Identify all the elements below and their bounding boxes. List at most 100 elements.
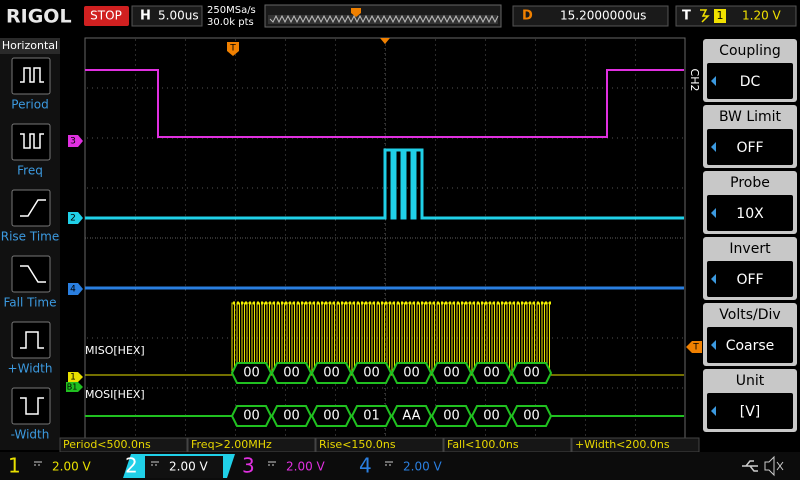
menu-button[interactable] [11, 189, 51, 227]
markers: 3 2 4 1 B1 T T [66, 38, 702, 392]
channel-number[interactable]: 4 [359, 454, 372, 478]
softkey-value-box [707, 261, 793, 297]
mosi-byte: 00 [523, 409, 540, 424]
overview-wave [269, 14, 499, 24]
mosi-byte: 00 [483, 409, 500, 424]
softkey-arrow [711, 142, 716, 152]
menu-button[interactable] [11, 387, 51, 425]
softkey-value-box [707, 129, 793, 165]
mosi-byte: AA [402, 409, 420, 424]
ch2-marker [68, 212, 83, 224]
measurement: Freq>2.00MHz [191, 438, 272, 451]
menu-icon [20, 67, 44, 83]
menu-button[interactable] [11, 123, 51, 161]
left-menu: Horizontal Period Freq Rise Time Fall Time +… [0, 38, 60, 450]
menu-button[interactable] [11, 255, 51, 293]
memory-depth: 30.0k pts [207, 17, 254, 28]
trigger-position-marker [227, 42, 239, 56]
usb-icon [742, 460, 758, 472]
delay-box[interactable] [512, 5, 669, 27]
bus-marker-label: B1 [67, 383, 78, 392]
overview-trigger [351, 8, 361, 17]
miso-byte: 00 [363, 366, 380, 381]
channel-number[interactable]: 1 [8, 454, 21, 478]
coupling-icon [151, 461, 159, 466]
trigger-label: T [682, 9, 691, 24]
menu-icon [20, 133, 44, 149]
softkey-value-box [707, 195, 793, 231]
mosi-byte: 01 [363, 409, 380, 424]
channel-scale: 2.00 V [403, 460, 443, 474]
miso-label: MISO[HEX] [85, 344, 145, 357]
channel-number[interactable]: 3 [242, 454, 255, 478]
measurement: +Width<200.0ns [575, 438, 670, 451]
mosi-byte: 00 [323, 409, 340, 424]
mosi-label: MOSI[HEX] [85, 388, 145, 401]
coupling-icon [385, 461, 393, 466]
miso-byte: 00 [483, 366, 500, 381]
miso-byte: 00 [403, 366, 420, 381]
trigger-source-box [714, 9, 726, 23]
softkey-value-box [707, 393, 793, 429]
softkey-value-box [707, 327, 793, 363]
delay-label: D [522, 9, 533, 24]
top-bar: RIGOL STOP H 5.00us 250MSa/s 30.0k pts D… [6, 4, 797, 28]
menu-item-label: -Width [11, 428, 50, 442]
mosi-byte: 00 [443, 409, 460, 424]
menu-item-label: Fall Time [3, 296, 56, 310]
trigger-level-marker [686, 341, 702, 353]
channel-number[interactable]: 2 [125, 454, 138, 478]
menu-icon [20, 265, 46, 283]
softkey-arrow [711, 208, 716, 218]
delay: 15.2000000us [560, 9, 646, 23]
timebase-label: H [140, 9, 151, 24]
softkey-label: Probe [730, 175, 770, 191]
menu-icon [20, 331, 44, 349]
waveforms: MISO[HEX] MOSI[HEX] [85, 69, 684, 417]
ch1-marker [68, 372, 83, 382]
softkey-value-box [707, 63, 793, 99]
coupling-icon [268, 461, 276, 466]
mosi-byte: 00 [243, 409, 260, 424]
softkey-arrow [711, 340, 716, 350]
ch4-marker [68, 283, 83, 295]
mosi-frame [510, 405, 553, 427]
run-button[interactable] [84, 6, 129, 26]
run-state: STOP [90, 9, 122, 23]
menu-item-label: Rise Time [1, 230, 60, 244]
speaker-icon[interactable] [764, 455, 784, 477]
channel-scale-box [379, 456, 457, 478]
decode-rows: 00 00 00 00 00 00 00 00 00 00 00 01 AA 00 00 00 [230, 362, 553, 427]
softkey-value: 10X [736, 206, 764, 222]
menu-channel: CH2 [688, 69, 701, 92]
mosi-byte: 00 [283, 409, 300, 424]
left-menu-bg [0, 38, 60, 450]
softkey-value: Coarse [726, 338, 775, 354]
grid-center [85, 38, 685, 438]
ch1-marker-label: 1 [70, 373, 76, 383]
miso-frame [510, 362, 553, 384]
menu-icon [20, 199, 46, 217]
overview-window [268, 15, 498, 24]
channel-scale: 2.00 V [52, 460, 92, 474]
softkey-label: Unit [736, 373, 765, 389]
left-menu-title: Horizontal [2, 39, 58, 52]
softkey-value: [V] [740, 404, 761, 420]
softkey-label: Volts/Div [719, 307, 780, 323]
menu-icon [20, 397, 44, 415]
softkey-label: Coupling [719, 43, 781, 59]
menu-button[interactable] [11, 57, 51, 95]
softkey-label: Invert [729, 241, 771, 257]
miso-byte: 00 [243, 366, 260, 381]
ch4-marker-label: 4 [70, 285, 76, 295]
left-menu-header [0, 38, 60, 54]
timebase-box[interactable] [131, 5, 203, 27]
menu-button[interactable] [11, 321, 51, 359]
ch3-wave [85, 69, 684, 138]
ch3-marker-label: 3 [70, 137, 76, 147]
softkey-value: OFF [736, 140, 763, 156]
measurement-bar: Period<500.0ns Freq>2.00MHz Rise<150.0ns Fa… [59, 437, 700, 453]
ch2-wave [85, 148, 684, 220]
